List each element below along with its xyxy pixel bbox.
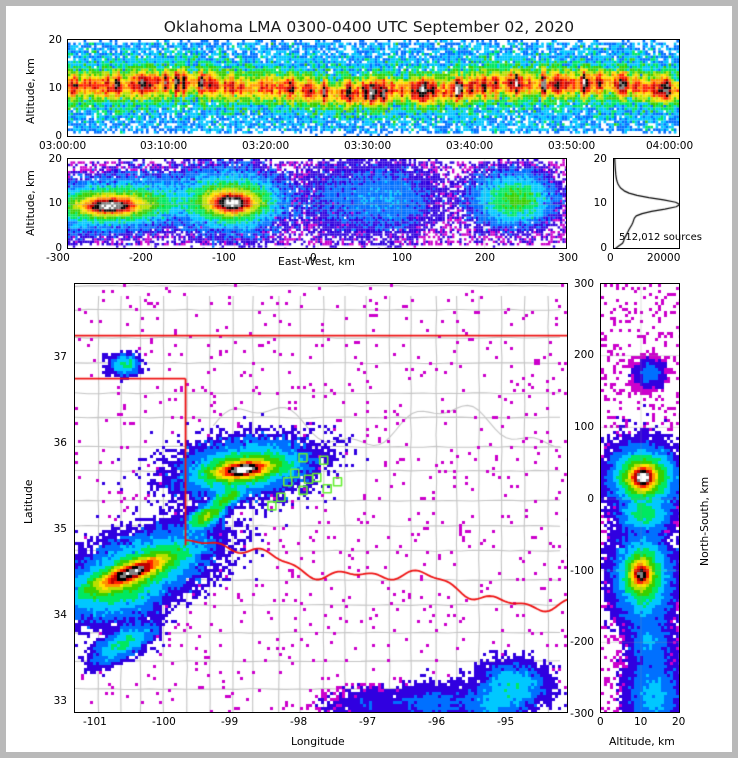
time-xtick-6: 04:00:00 <box>646 140 694 152</box>
map-xtick-1: -100 <box>152 716 176 728</box>
figure-canvas: Oklahoma LMA 0300-0400 UTC September 02,… <box>6 6 732 752</box>
ns-xtick-0: 0 <box>597 716 604 728</box>
time-ytick-0: 0 <box>55 130 62 142</box>
ns-xtick-20: 20 <box>672 716 686 728</box>
map-ytick-36: 36 <box>53 437 67 449</box>
ew-xtick-3: 0 <box>310 252 317 264</box>
ns-ytick-neg200: -200 <box>570 636 594 648</box>
ew-xtick-4: 100 <box>392 252 413 264</box>
map-ytick-35: 35 <box>53 523 67 535</box>
ew-xtick-0: -300 <box>46 252 70 264</box>
ew-panel-xlabel: East-West, km <box>278 255 355 268</box>
time-xtick-2: 03:20:00 <box>242 140 290 152</box>
map-xtick-3: -98 <box>290 716 308 728</box>
page-title: Oklahoma LMA 0300-0400 UTC September 02,… <box>163 18 575 36</box>
ns-xtick-10: 10 <box>634 716 648 728</box>
hist-ytick-0: 0 <box>600 242 607 254</box>
hist-xtick-0: 0 <box>607 252 614 264</box>
map-ylabel: Latitude <box>22 479 35 524</box>
time-xtick-1: 03:10:00 <box>140 140 188 152</box>
map-xtick-0: -101 <box>83 716 107 728</box>
time-vs-altitude-panel <box>67 39 680 137</box>
plan-view-map-panel[interactable] <box>74 283 568 713</box>
ew-xtick-1: -200 <box>129 252 153 264</box>
east-west-vs-altitude-panel <box>67 158 567 249</box>
ns-panel-ylabel: North-South, km <box>698 476 711 566</box>
ns-panel-xlabel: Altitude, km <box>609 735 675 748</box>
map-ytick-37: 37 <box>53 351 67 363</box>
time-xtick-5: 03:50:00 <box>548 140 596 152</box>
ew-ytick-10: 10 <box>48 197 62 209</box>
time-xtick-4: 03:40:00 <box>446 140 494 152</box>
time-xtick-0: 03:00:00 <box>39 140 87 152</box>
altitude-vs-north-south-panel <box>600 283 680 713</box>
time-ytick-20: 20 <box>48 34 62 46</box>
ns-ytick-0: 0 <box>587 493 594 505</box>
time-ytick-10: 10 <box>48 82 62 94</box>
hist-ytick-10: 10 <box>593 197 607 209</box>
ew-ytick-0: 0 <box>55 242 62 254</box>
hist-xtick-20000: 20000 <box>647 252 681 264</box>
ew-ytick-20: 20 <box>48 153 62 165</box>
time-panel-ylabel: Altitude, km <box>24 58 37 124</box>
ew-xtick-5: 200 <box>475 252 496 264</box>
ns-ytick-300: 300 <box>573 278 594 290</box>
time-xtick-3: 03:30:00 <box>344 140 392 152</box>
map-xtick-2: -99 <box>221 716 239 728</box>
map-xtick-4: -97 <box>359 716 377 728</box>
map-xtick-5: -96 <box>428 716 446 728</box>
source-count-label: 512,012 sources <box>619 232 702 243</box>
ew-xtick-6: 300 <box>558 252 579 264</box>
ns-ytick-neg100: -100 <box>570 565 594 577</box>
altitude-histogram-panel <box>613 158 680 249</box>
map-ytick-33: 33 <box>53 695 67 707</box>
map-ytick-34: 34 <box>53 609 67 621</box>
map-xtick-6: -95 <box>497 716 515 728</box>
ns-ytick-100: 100 <box>573 421 594 433</box>
ew-panel-ylabel: Altitude, km <box>24 170 37 236</box>
ns-ytick-neg300: -300 <box>570 708 594 720</box>
ew-xtick-2: -100 <box>212 252 236 264</box>
map-xlabel: Longitude <box>291 735 345 748</box>
hist-ytick-20: 20 <box>593 153 607 165</box>
ns-ytick-200: 200 <box>573 349 594 361</box>
